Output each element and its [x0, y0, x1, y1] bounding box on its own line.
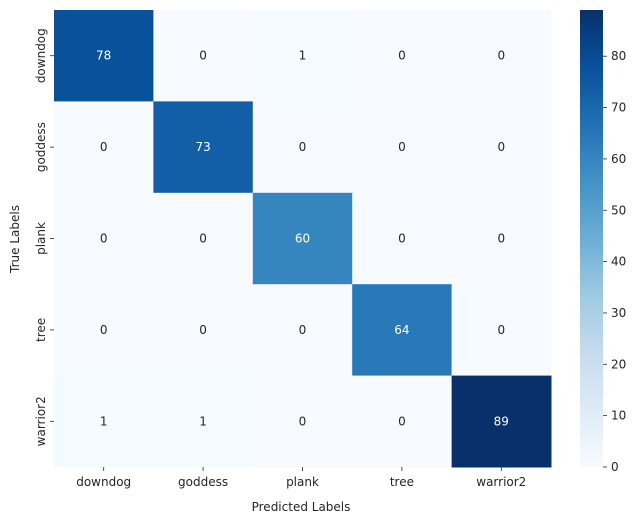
heatmap-cells [54, 10, 552, 468]
colorbar-tick-label: 50 [611, 203, 626, 217]
colorbar-gradient [580, 10, 603, 467]
heatmap-cell-tree-warrior2 [451, 284, 552, 377]
cell-value-label: 0 [100, 232, 108, 246]
y-tick-label-goddess: goddess [34, 122, 48, 172]
cell-value-label: 0 [199, 323, 207, 337]
cell-value-label: 0 [299, 140, 307, 154]
heatmap-cell-goddess-tree [352, 101, 453, 194]
heatmap-cell-downdog-downdog [54, 10, 154, 102]
cell-value-label: 0 [398, 140, 406, 154]
cell-value-label: 0 [398, 414, 406, 428]
cell-value-label: 0 [398, 232, 406, 246]
heatmap-cell-plank-tree [352, 192, 453, 285]
heatmap-cell-tree-tree [352, 284, 453, 377]
cell-value-label: 0 [299, 323, 307, 337]
heatmap-cell-warrior2-tree [352, 375, 453, 468]
heatmap-cell-plank-plank [252, 192, 353, 285]
heatmap-cell-tree-downdog [54, 284, 154, 377]
heatmap-cell-goddess-downdog [54, 101, 154, 194]
y-tick-label-downdog: downdog [34, 28, 48, 83]
cell-value-label: 0 [100, 140, 108, 154]
y-tick-label-warrior2: warrior2 [34, 396, 48, 446]
cell-value-label: 1 [299, 49, 307, 63]
x-tick-label-warrior2: warrior2 [476, 475, 526, 489]
heatmap-annotations: 78 0 1 0 0 0 73 0 0 0 0 0 60 0 0 0 0 0 64 0 1 1 0 0 89 [96, 49, 509, 429]
cell-value-label: 0 [398, 49, 406, 63]
heatmap-cell-plank-goddess [153, 192, 254, 285]
cell-value-label: 0 [497, 49, 505, 63]
cell-value-label: 64 [394, 323, 409, 337]
colorbar-tick-label: 0 [611, 460, 619, 474]
y-tick-label-tree: tree [34, 318, 48, 342]
cell-value-label: 60 [295, 232, 310, 246]
cell-value-label: 73 [195, 140, 210, 154]
cell-value-label: 1 [199, 414, 207, 428]
cell-value-label: 0 [100, 323, 108, 337]
cell-value-label: 0 [497, 323, 505, 337]
heatmap-cell-downdog-tree [352, 10, 453, 102]
y-axis-title: True Labels [8, 205, 22, 274]
heatmap-cell-downdog-warrior2 [451, 10, 552, 102]
colorbar: 0 10 20 30 40 50 60 70 80 [580, 10, 626, 474]
heatmap-cell-downdog-plank [252, 10, 353, 102]
y-axis-ticks: downdog goddess plank tree warrior2 [34, 28, 54, 446]
colorbar-tick-label: 20 [611, 357, 626, 371]
heatmap-cell-tree-goddess [153, 284, 254, 377]
x-axis-ticks: downdog goddess plank tree warrior2 [76, 467, 526, 489]
cell-value-label: 0 [497, 140, 505, 154]
heatmap-cell-warrior2-warrior2 [451, 375, 552, 468]
colorbar-tick-label: 40 [611, 255, 626, 269]
x-axis-title: Predicted Labels [252, 500, 351, 514]
colorbar-tick-label: 30 [611, 306, 626, 320]
heatmap-cell-goddess-goddess [153, 101, 254, 194]
heatmap-cell-warrior2-downdog [54, 375, 154, 468]
heatmap-cell-warrior2-goddess [153, 375, 254, 468]
cell-value-label: 0 [497, 232, 505, 246]
heatmap-cell-plank-warrior2 [451, 192, 552, 285]
colorbar-tick-label: 80 [611, 49, 626, 63]
cell-value-label: 0 [199, 232, 207, 246]
colorbar-tick-label: 60 [611, 152, 626, 166]
x-tick-label-goddess: goddess [178, 475, 228, 489]
cell-value-label: 78 [96, 49, 111, 63]
cell-value-label: 0 [199, 49, 207, 63]
cell-value-label: 1 [100, 414, 108, 428]
colorbar-tick-label: 10 [611, 409, 626, 423]
heatmap-cell-downdog-goddess [153, 10, 254, 102]
x-tick-label-tree: tree [390, 475, 414, 489]
x-tick-label-downdog: downdog [76, 475, 131, 489]
cell-value-label: 89 [494, 414, 509, 428]
heatmap-cell-warrior2-plank [252, 375, 353, 468]
heatmap-cell-goddess-plank [252, 101, 353, 194]
heatmap-cell-tree-plank [252, 284, 353, 377]
heatmap-cell-plank-downdog [54, 192, 154, 285]
colorbar-tick-label: 70 [611, 101, 626, 115]
heatmap-cell-goddess-warrior2 [451, 101, 552, 194]
x-tick-label-plank: plank [286, 475, 319, 489]
cell-value-label: 0 [299, 414, 307, 428]
y-tick-label-plank: plank [34, 222, 48, 255]
